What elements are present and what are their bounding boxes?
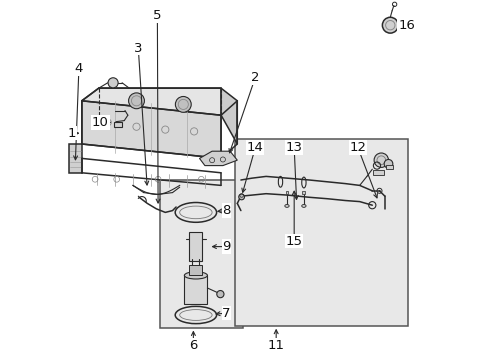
Circle shape [373, 153, 387, 167]
Text: 2: 2 [250, 71, 259, 84]
Polygon shape [199, 151, 237, 166]
Ellipse shape [284, 204, 288, 207]
Polygon shape [221, 88, 237, 144]
Text: 16: 16 [397, 19, 414, 32]
Text: 14: 14 [246, 141, 263, 154]
Text: 5: 5 [153, 9, 162, 22]
Text: 9: 9 [222, 240, 230, 253]
Polygon shape [81, 88, 221, 115]
Bar [285, 191, 288, 194]
Bar [189, 265, 202, 275]
Text: 3: 3 [134, 42, 142, 55]
Circle shape [175, 96, 191, 112]
Text: 8: 8 [222, 204, 230, 217]
Bar [385, 165, 392, 169]
Text: 15: 15 [285, 235, 302, 248]
Ellipse shape [301, 204, 305, 207]
Circle shape [382, 17, 397, 33]
Bar [114, 122, 122, 127]
Bar [373, 170, 384, 175]
Bar [302, 191, 305, 194]
Circle shape [384, 159, 392, 168]
Text: 1: 1 [67, 127, 76, 140]
Bar [160, 180, 242, 328]
Circle shape [216, 291, 224, 298]
Text: 13: 13 [285, 141, 302, 154]
Polygon shape [69, 144, 81, 173]
Circle shape [108, 78, 118, 88]
Bar [189, 232, 202, 261]
Text: 4: 4 [75, 62, 83, 75]
Ellipse shape [184, 272, 207, 279]
Bar [184, 275, 207, 304]
Circle shape [128, 93, 144, 109]
Text: 11: 11 [267, 339, 284, 352]
Bar [235, 139, 407, 326]
Text: 12: 12 [349, 141, 366, 154]
Circle shape [238, 194, 244, 200]
Text: 7: 7 [222, 307, 230, 320]
Polygon shape [81, 101, 221, 158]
Text: 6: 6 [189, 339, 197, 352]
Text: 10: 10 [92, 116, 109, 129]
